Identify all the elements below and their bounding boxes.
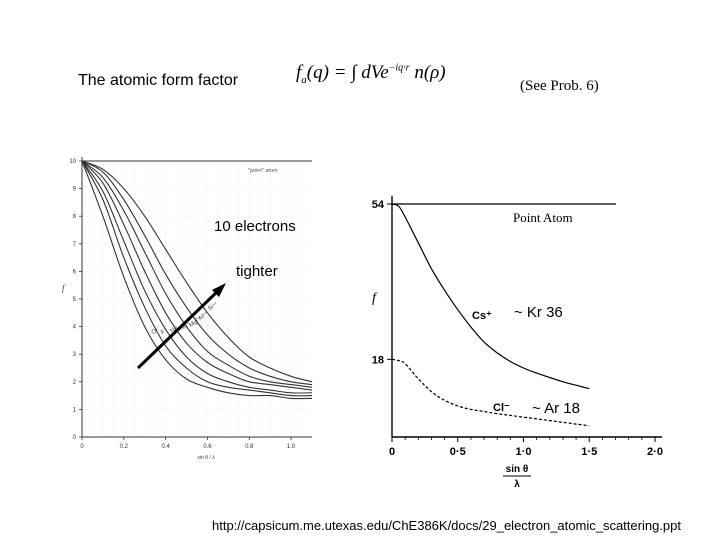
x-axis-label-denominator: λ — [514, 479, 520, 490]
point-atom-label: Point Atom — [513, 210, 573, 225]
y-tick-label: 7 — [73, 242, 77, 248]
formula-lhs: f — [296, 62, 302, 83]
x-tick-label: 1.0 — [287, 444, 296, 450]
y-axis-label: f — [372, 291, 378, 306]
formula-exponent: −iq·r — [388, 62, 410, 74]
series-label: Cl⁻ — [493, 402, 510, 414]
problem-reference: (See Prob. 6) — [520, 78, 599, 94]
label-tighter: tighter — [236, 263, 278, 280]
x-tick-label: 0.8 — [245, 444, 254, 450]
x-tick-label: 0.4 — [161, 444, 170, 450]
x-tick-label: 0 — [389, 446, 395, 458]
form-factor-formula: fa(q) = ∫ dVe−iq·r n(ρ) — [296, 62, 446, 86]
formula-lhs-subscript: a — [301, 73, 307, 86]
series-curve — [81, 160, 313, 386]
series-label: O²⁻ — [151, 326, 163, 337]
y-tick-label: 9 — [73, 187, 77, 193]
y-tick-label: 5 — [73, 297, 77, 303]
series-curve — [81, 160, 313, 391]
x-tick-label: 1·5 — [581, 446, 597, 458]
slide-title: The atomic form factor — [78, 72, 239, 89]
y-axis-label: f — [62, 283, 66, 293]
x-tick-label: 1·0 — [516, 446, 532, 458]
x-tick-label: 2·0 — [647, 446, 663, 458]
label-10-electrons: 10 electrons — [214, 218, 296, 235]
x-axis-label: sin θ / λ — [197, 455, 215, 461]
x-tick-label: 0 — [80, 444, 84, 450]
y-tick-label: 54 — [372, 199, 385, 211]
x-axis-label-numerator: sin θ — [506, 464, 529, 475]
series-label: Si⁴⁺ — [207, 300, 220, 312]
series-label: Al³⁺ — [197, 310, 210, 322]
x-tick-label: 0.2 — [120, 444, 129, 450]
series-curve — [81, 160, 313, 388]
y-tick-label: 3 — [73, 352, 77, 358]
y-tick-label: 2 — [73, 380, 77, 386]
series-curve — [81, 160, 313, 400]
right-form-factor-chart: 18 54 0 0·5 1·0 1·5 2·0 f sin θ λ Point Atom Cs⁺ Cl⁻ — [372, 196, 663, 490]
y-tick-label: 6 — [73, 269, 77, 275]
series-label: Cs⁺ — [472, 310, 492, 322]
tighter-arrow — [136, 283, 226, 370]
y-tick-label: 18 — [372, 354, 384, 366]
formula-argument: (q) = ∫ dVe — [306, 62, 389, 83]
series-curve — [391, 358, 590, 427]
y-tick-label: 10 — [69, 159, 76, 165]
series-label: Na⁺ — [178, 320, 191, 332]
formula-density: n(ρ) — [409, 62, 446, 83]
series-curve — [81, 160, 313, 394]
series-label: Ne — [170, 325, 180, 335]
series-label: F⁻ — [160, 327, 169, 336]
x-tick-label: 0.6 — [203, 444, 212, 450]
point-atom-label: "point" atom — [248, 168, 278, 174]
series-curve — [81, 160, 313, 383]
label-ar18: ~ Ar 18 — [532, 400, 580, 417]
source-url: http://capsicum.me.utexas.edu/ChE386K/do… — [212, 518, 681, 533]
series-curve — [81, 160, 313, 397]
x-tick-label: 0·5 — [450, 446, 466, 458]
y-tick-label: 4 — [73, 325, 77, 331]
series-curve — [391, 203, 590, 390]
y-tick-label: 0 — [73, 435, 77, 441]
label-kr36: ~ Kr 36 — [514, 304, 563, 321]
left-form-factor-chart: 0 1 2 3 4 5 6 7 8 9 10 0 0.2 0.4 0.6 0.8 1.0 f sin θ / λ "p… — [62, 157, 313, 461]
y-tick-label: 8 — [73, 214, 77, 220]
y-tick-label: 1 — [73, 407, 77, 413]
